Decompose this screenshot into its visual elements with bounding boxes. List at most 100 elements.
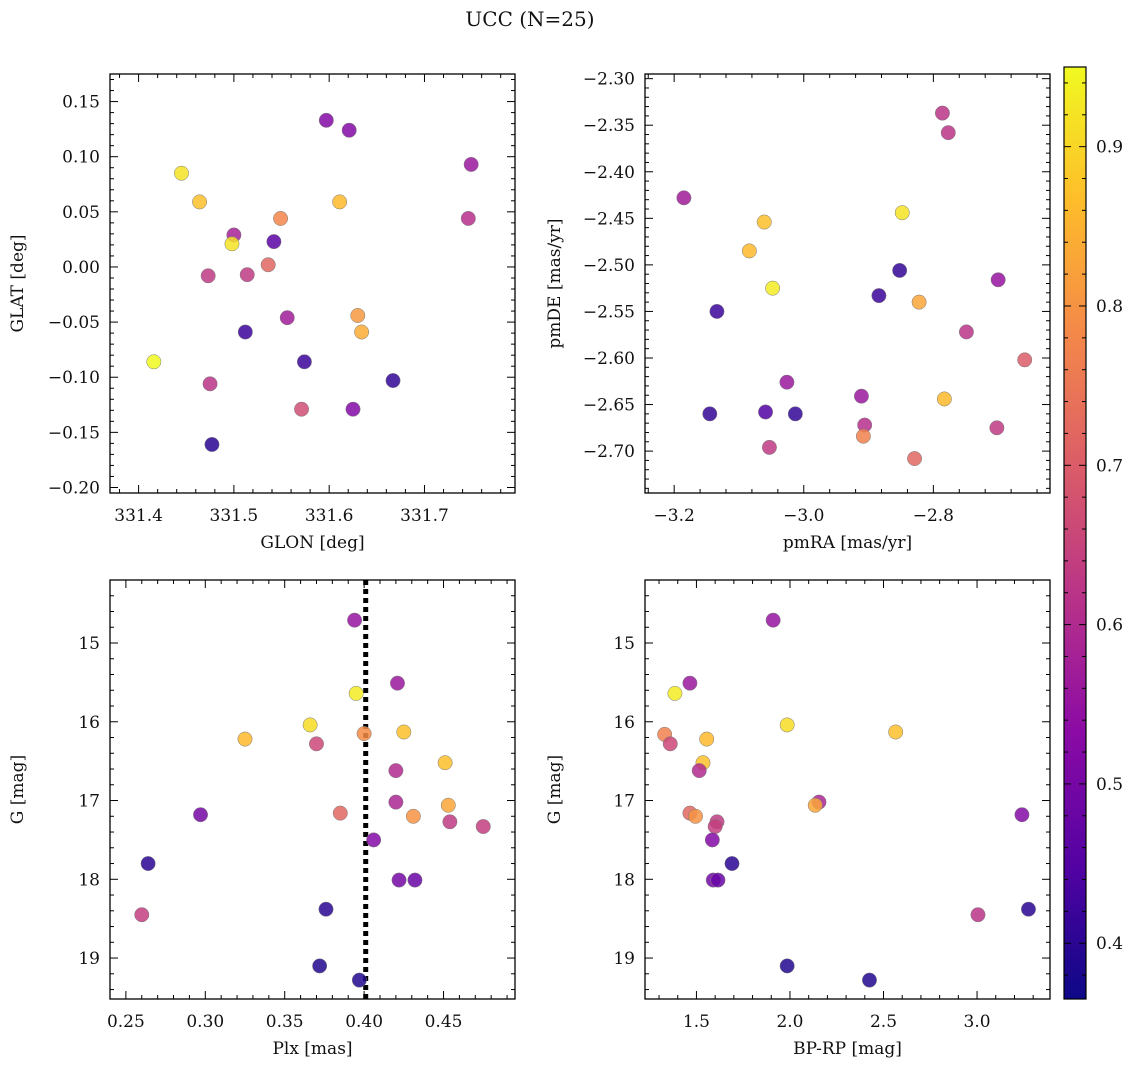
- data-point: [936, 391, 952, 407]
- plot-area: [134, 580, 491, 999]
- data-point: [460, 210, 476, 226]
- y-axis-label: GLAT [deg]: [8, 234, 28, 332]
- data-point: [662, 736, 678, 752]
- data-point: [312, 958, 328, 974]
- colorbar-gradient: [1063, 66, 1087, 1000]
- data-point: [302, 717, 318, 733]
- data-point: [332, 805, 348, 821]
- y-tick-label: 0.15: [62, 93, 100, 113]
- data-point: [193, 807, 208, 823]
- data-point: [699, 731, 715, 747]
- data-point: [989, 420, 1005, 436]
- x-tick-label: 0.35: [266, 1012, 304, 1032]
- x-tick-label: −2.8: [913, 506, 954, 526]
- plot-frame: [644, 579, 1051, 1000]
- data-point: [892, 263, 908, 278]
- data-point: [140, 856, 156, 871]
- x-tick-label: 3.0: [964, 1012, 991, 1032]
- x-tick-label: −3.2: [654, 506, 695, 526]
- data-point: [855, 428, 871, 444]
- data-point: [958, 324, 974, 340]
- x-tick-label: 2.5: [870, 1012, 897, 1032]
- y-tick-label: 0.10: [62, 148, 100, 168]
- y-axis-label: pmDE [mas/yr]: [545, 218, 565, 348]
- data-point: [407, 872, 423, 888]
- data-point: [682, 675, 698, 691]
- data-point: [1017, 352, 1033, 368]
- tick-marks: [645, 579, 1050, 999]
- data-point: [765, 280, 781, 296]
- bprp-g-panel: 1.5 2.0 2.5 3.0 15 16 17 18 19 BP-RP [mag] G [mag]: [545, 579, 1051, 1059]
- data-point: [273, 210, 289, 226]
- data-point: [366, 832, 382, 848]
- pmra-pmde-panel: −3.2 −3.0 −2.8 −2.70 −2.65 −2.60 −2.55 −2.50 −2.…: [545, 70, 1051, 553]
- y-tick-label: −2.55: [583, 302, 635, 322]
- y-tick-label: −0.10: [48, 368, 100, 388]
- data-point: [710, 872, 726, 888]
- x-tick-label: 331.5: [210, 506, 259, 526]
- y-tick-label: 19: [78, 949, 100, 969]
- glon-glat-panel: 331.4 331.5 331.6 331.7 −0.20 −0.15 −0.10 −0.05…: [8, 73, 516, 553]
- y-tick-label: −2.40: [583, 163, 635, 183]
- data-point: [388, 794, 404, 810]
- data-point: [934, 105, 950, 121]
- data-point: [294, 401, 309, 417]
- y-axis-label: G [mag]: [8, 755, 28, 824]
- data-point: [970, 907, 986, 923]
- data-point: [318, 901, 334, 917]
- x-tick-label: 331.4: [114, 506, 163, 526]
- data-point: [442, 814, 458, 830]
- x-tick-label: 0.45: [425, 1012, 463, 1032]
- data-point: [134, 907, 150, 923]
- data-point: [237, 731, 253, 747]
- colorbar-tick-label: 0.6: [1096, 616, 1123, 636]
- y-tick-label: 19: [613, 949, 635, 969]
- y-tick-label: 18: [78, 870, 100, 890]
- data-point: [475, 819, 491, 834]
- data-point: [224, 236, 240, 252]
- data-point: [279, 310, 295, 326]
- data-point: [356, 726, 372, 742]
- y-tick-label: 0.05: [62, 203, 100, 223]
- x-axis-label: BP-RP [mag]: [793, 1039, 902, 1059]
- data-point: [348, 685, 364, 701]
- y-tick-label: 15: [613, 634, 635, 654]
- y-axis-label: G [mag]: [545, 755, 565, 824]
- data-point: [779, 374, 795, 390]
- tick-marks: [110, 579, 515, 999]
- data-point: [296, 354, 312, 370]
- data-point: [709, 303, 725, 319]
- data-point: [907, 451, 923, 466]
- data-point: [1014, 807, 1030, 823]
- plot-area: [676, 105, 1033, 466]
- data-point: [807, 797, 823, 813]
- y-tick-label: −0.05: [48, 313, 100, 333]
- data-point: [266, 234, 282, 250]
- x-tick-label: 0.40: [345, 1012, 383, 1032]
- data-point: [871, 288, 887, 304]
- plot-frame: [109, 73, 516, 494]
- x-tick-label: 0.30: [186, 1012, 224, 1032]
- tick-marks: [645, 74, 1050, 493]
- data-point: [309, 736, 324, 752]
- data-point: [1021, 901, 1036, 917]
- y-tick-label: 16: [78, 713, 100, 733]
- data-point: [779, 717, 795, 733]
- colorbar: 0.4 0.5 0.6 0.7 0.8 0.9: [1063, 66, 1123, 1000]
- x-tick-label: 2.0: [776, 1012, 803, 1032]
- data-point: [940, 125, 956, 141]
- plot-frame: [109, 579, 516, 1000]
- x-axis-label: pmRA [mas/yr]: [783, 533, 912, 553]
- data-point: [704, 832, 720, 848]
- data-point: [761, 439, 777, 455]
- colorbar-tick-label: 0.7: [1096, 456, 1123, 476]
- data-point: [390, 675, 405, 691]
- data-point: [667, 685, 683, 701]
- data-point: [351, 972, 367, 988]
- data-point: [741, 243, 757, 259]
- y-tick-label: −2.60: [583, 349, 635, 369]
- data-point: [691, 763, 707, 779]
- y-tick-label: −2.70: [583, 442, 635, 462]
- plot-area: [657, 612, 1036, 988]
- tick-marks: [110, 74, 515, 493]
